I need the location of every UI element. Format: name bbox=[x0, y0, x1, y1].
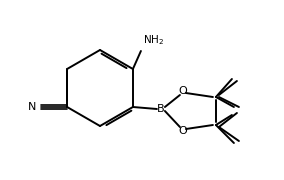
Text: O: O bbox=[179, 86, 187, 96]
Text: O: O bbox=[179, 126, 187, 136]
Text: N: N bbox=[28, 102, 36, 112]
Text: NH$_2$: NH$_2$ bbox=[143, 33, 164, 47]
Text: B: B bbox=[157, 104, 165, 114]
